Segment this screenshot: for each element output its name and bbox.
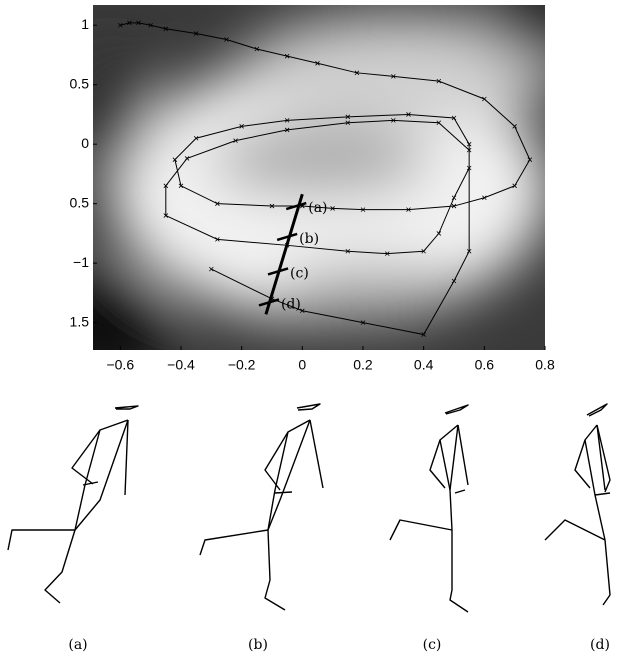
y-tick-label: 1 <box>81 16 89 32</box>
y-tick-label: 0.5 <box>70 194 90 210</box>
caption: (d) <box>590 637 610 653</box>
figure: −0.6 −0.4 −0.2 0 0.2 0.4 0.6 0.8 1 0.5 0 0.5 −1 1.5 (a… <box>0 0 626 660</box>
x-tick-label: 0.6 <box>475 357 495 373</box>
stick-figure <box>8 406 138 603</box>
x-tick-label: 0.8 <box>535 357 555 373</box>
stick-figure <box>545 404 610 605</box>
x-tick-label: 0.2 <box>353 357 373 373</box>
caption: (c) <box>423 637 442 653</box>
x-tick-label: 0.4 <box>414 357 434 373</box>
y-tick-label: 0 <box>81 135 89 151</box>
pose-label: (b) <box>299 231 319 247</box>
pose-label: (d) <box>281 296 301 312</box>
pose-label: (c) <box>290 265 309 281</box>
caption: (b) <box>248 637 268 653</box>
x-tick-label: −0.2 <box>228 357 256 373</box>
stick-figure <box>200 404 323 610</box>
caption: (a) <box>68 637 87 653</box>
latent-heatmap <box>30 0 605 390</box>
x-tick-label: −0.4 <box>167 357 195 373</box>
y-tick-label: −1 <box>73 254 89 270</box>
pose-label: (a) <box>308 200 327 216</box>
stick-figure <box>390 405 468 612</box>
y-tick-label: 1.5 <box>70 313 90 329</box>
y-tick-label: 0.5 <box>70 75 90 91</box>
pose-figures <box>8 404 610 612</box>
x-tick-label: 0 <box>298 357 306 373</box>
x-tick-label: −0.6 <box>106 357 134 373</box>
